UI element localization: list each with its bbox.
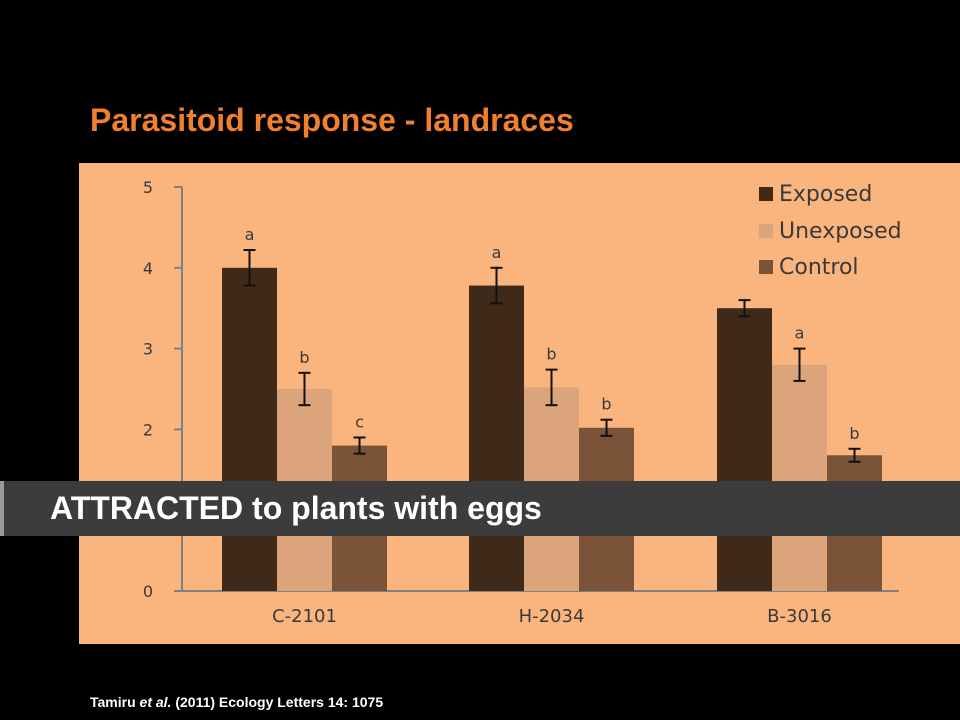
significance-letter: b <box>849 424 859 443</box>
legend-swatch-unexposed <box>759 224 773 238</box>
x-tick-label: C-2101 <box>272 606 337 627</box>
x-tick-label: B-3016 <box>767 606 832 627</box>
legend-label-control: Control <box>779 255 859 280</box>
citation-rest: (2011) Ecology Letters 14: 1075 <box>175 694 384 710</box>
citation-authors: Tamiru <box>90 694 136 710</box>
y-tick-label: 2 <box>143 420 153 439</box>
bar-exposed-b-3016 <box>717 308 772 591</box>
significance-letter: b <box>546 345 556 364</box>
banner: ATTRACTED to plants with eggs <box>0 481 960 536</box>
citation-etal: et al. <box>139 694 172 710</box>
bar-exposed-h-2034 <box>469 285 524 591</box>
banner-text: ATTRACTED to plants with eggs <box>50 490 542 526</box>
legend-label-exposed: Exposed <box>779 182 872 207</box>
significance-letter: b <box>299 348 309 367</box>
significance-letter: a <box>245 225 255 244</box>
banner-accent <box>0 481 4 536</box>
significance-letter: a <box>795 324 805 343</box>
x-tick-label: H-2034 <box>519 606 585 627</box>
significance-letter: a <box>492 243 502 262</box>
bar-chart: 012345abcC-2101abbH-2034abB-3016ExposedU… <box>143 178 902 627</box>
significance-letter: c <box>355 412 364 431</box>
legend-label-unexposed: Unexposed <box>779 219 902 244</box>
legend-swatch-exposed <box>759 187 773 201</box>
y-tick-label: 0 <box>143 582 153 601</box>
legend-swatch-control <box>759 260 773 274</box>
significance-letter: b <box>601 395 611 414</box>
bar-exposed-c-2101 <box>222 267 277 591</box>
citation: Tamiru et al. (2011) Ecology Letters 14:… <box>90 694 383 710</box>
y-tick-label: 5 <box>143 178 153 197</box>
chart-panel: 012345abcC-2101abbH-2034abB-3016ExposedU… <box>79 163 960 644</box>
y-tick-label: 4 <box>143 259 153 278</box>
slide-title: Parasitoid response - landraces <box>90 102 574 138</box>
y-tick-label: 3 <box>143 340 153 359</box>
bar-unexposed-b-3016 <box>772 364 827 591</box>
